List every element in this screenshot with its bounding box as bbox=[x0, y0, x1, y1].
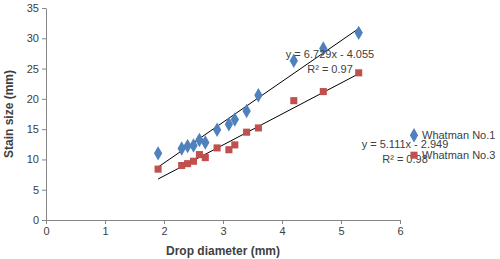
point bbox=[231, 141, 238, 148]
point bbox=[155, 166, 162, 173]
trend-equation: y = 6.729x - 4.055 bbox=[286, 48, 374, 60]
tick: 20 bbox=[27, 93, 46, 105]
point bbox=[213, 123, 221, 137]
trend-r2: R² = 0.97 bbox=[307, 63, 353, 75]
point bbox=[355, 26, 363, 40]
x-axis: 0 1 2 3 4 5 6 bbox=[43, 220, 403, 237]
point bbox=[320, 88, 327, 95]
tick-mark bbox=[46, 220, 47, 224]
tick-label: 30 bbox=[27, 32, 39, 44]
tick: 25 bbox=[27, 63, 46, 75]
tick-mark bbox=[282, 220, 283, 224]
point bbox=[243, 129, 250, 136]
tick: 6 bbox=[397, 220, 403, 237]
tick-mark bbox=[42, 99, 46, 100]
point bbox=[202, 154, 209, 161]
tick: 30 bbox=[27, 32, 46, 44]
tick: 10 bbox=[27, 153, 46, 165]
y-axis-title: Stain size (mm) bbox=[2, 70, 16, 158]
tick: 0 bbox=[43, 220, 49, 237]
tick-label: 1 bbox=[102, 225, 108, 237]
point bbox=[355, 69, 362, 76]
point bbox=[255, 124, 262, 131]
tick: 15 bbox=[27, 123, 46, 135]
tick-label: 0 bbox=[33, 214, 39, 226]
tick-mark bbox=[400, 220, 401, 224]
tick-mark bbox=[42, 8, 46, 9]
tick: 4 bbox=[279, 220, 285, 237]
point bbox=[195, 133, 203, 147]
tick: 3 bbox=[220, 220, 226, 237]
tick-label: 10 bbox=[27, 153, 39, 165]
trend-line bbox=[158, 74, 359, 179]
tick: 0 bbox=[33, 214, 46, 226]
tick: 5 bbox=[338, 220, 344, 237]
legend-marker bbox=[410, 152, 417, 159]
point bbox=[190, 158, 197, 165]
tick-mark bbox=[42, 159, 46, 160]
tick-mark bbox=[42, 220, 46, 221]
legend-entry: Whatman No.3 bbox=[410, 149, 495, 161]
tick: 2 bbox=[161, 220, 167, 237]
tick-label: 4 bbox=[279, 225, 285, 237]
y-axis: 0 5 10 15 20 25 30 35 bbox=[27, 2, 47, 226]
legend-entry: Whatman No.1 bbox=[410, 128, 496, 142]
series bbox=[155, 69, 363, 179]
tick: 35 bbox=[27, 2, 46, 14]
point bbox=[214, 144, 221, 151]
tick-label: 5 bbox=[33, 184, 39, 196]
tick-label: 0 bbox=[43, 225, 49, 237]
tick-label: 5 bbox=[338, 225, 344, 237]
tick-label: 35 bbox=[27, 2, 39, 14]
tick-mark bbox=[42, 69, 46, 70]
tick-label: 6 bbox=[397, 225, 403, 237]
point bbox=[201, 135, 209, 149]
tick: 5 bbox=[33, 184, 46, 196]
tick-label: 20 bbox=[27, 93, 39, 105]
tick: 1 bbox=[102, 220, 108, 237]
point bbox=[242, 104, 250, 118]
tick-label: 25 bbox=[27, 63, 39, 75]
point bbox=[290, 97, 297, 104]
tick-mark bbox=[223, 220, 224, 224]
tick-mark bbox=[105, 220, 106, 224]
legend-marker bbox=[410, 128, 418, 142]
point bbox=[254, 88, 262, 102]
tick-label: 3 bbox=[220, 225, 226, 237]
legend-label: Whatman No.3 bbox=[422, 149, 495, 161]
legend-label: Whatman No.1 bbox=[422, 129, 495, 141]
chart: 0 1 2 3 4 5 6 0 5 10 15 20 25 30 35 Drop diameter (mm) S… bbox=[0, 0, 500, 259]
plot: 0 1 2 3 4 5 6 0 5 10 15 20 25 30 35 bbox=[27, 2, 404, 237]
tick-label: 2 bbox=[161, 225, 167, 237]
point bbox=[231, 112, 239, 126]
series bbox=[154, 26, 363, 167]
tick-mark bbox=[42, 129, 46, 130]
point bbox=[178, 141, 186, 155]
axis-line bbox=[46, 9, 47, 221]
legend: Whatman No.1 Whatman No.3 bbox=[410, 128, 496, 161]
x-axis-title: Drop diameter (mm) bbox=[166, 244, 280, 258]
tick-mark bbox=[42, 38, 46, 39]
trend-r2: R² = 0.98 bbox=[382, 153, 428, 165]
point bbox=[154, 146, 162, 160]
tick-mark bbox=[42, 190, 46, 191]
tick-mark bbox=[341, 220, 342, 224]
tick-label: 15 bbox=[27, 123, 39, 135]
tick-mark bbox=[164, 220, 165, 224]
